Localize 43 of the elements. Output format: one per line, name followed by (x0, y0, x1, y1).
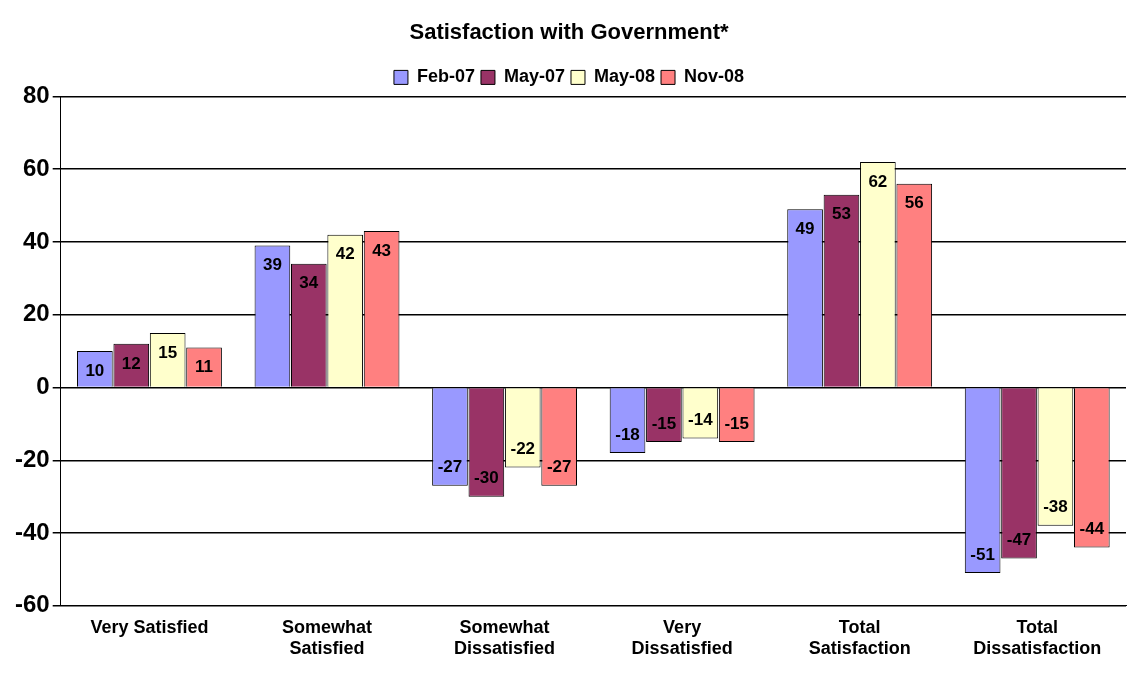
data-label: 43 (372, 240, 392, 260)
y-tick-label: -60 (15, 590, 50, 618)
data-label: -30 (474, 468, 499, 488)
x-tick-label: Somewhat Satisfied (282, 616, 373, 659)
data-label: -47 (1006, 530, 1032, 550)
x-tick-label: Very Dissatisfied (631, 616, 733, 659)
y-tick-label: 40 (22, 226, 50, 254)
data-label: 10 (85, 360, 105, 380)
x-tick-label: Somewhat Dissatisfied (454, 616, 556, 659)
data-label: 42 (335, 244, 355, 264)
chart-title: Satisfaction with Government* (409, 19, 729, 45)
data-label: 11 (195, 357, 214, 377)
data-label: 12 (121, 353, 141, 373)
y-tick-label: 0 (36, 372, 50, 400)
x-tick-label: Total Satisfaction (808, 616, 911, 659)
data-label: 62 (868, 171, 888, 191)
data-label: -27 (437, 457, 463, 477)
data-label: -27 (546, 457, 572, 477)
data-label: 34 (299, 273, 319, 293)
data-label: -38 (1043, 497, 1068, 517)
legend-label: Nov-08 (684, 66, 745, 87)
y-tick-label: -20 (15, 444, 50, 472)
legend-label: Feb-07 (416, 66, 475, 87)
legend-label: May-07 (503, 66, 565, 87)
y-tick-label: 20 (22, 299, 50, 327)
y-tick-label: 60 (22, 153, 50, 181)
x-tick-label: Very Satisfied (90, 616, 209, 637)
y-tick-label: 80 (22, 81, 50, 109)
data-label: 15 (158, 342, 178, 362)
data-label: -51 (970, 544, 995, 564)
legend-label: May-08 (594, 66, 656, 87)
data-label: 53 (832, 204, 851, 224)
data-label: -15 (724, 413, 750, 433)
data-label: 49 (795, 218, 815, 238)
data-label: -18 (615, 424, 640, 444)
data-label: -15 (651, 413, 677, 433)
y-tick-label: -40 (15, 517, 50, 545)
data-label: -44 (1079, 519, 1105, 539)
data-label: -22 (510, 439, 536, 459)
data-label: 56 (904, 193, 924, 213)
data-label: 39 (262, 255, 282, 275)
x-tick-label: Total Dissatisfaction (973, 616, 1102, 659)
data-label: -14 (688, 410, 714, 430)
